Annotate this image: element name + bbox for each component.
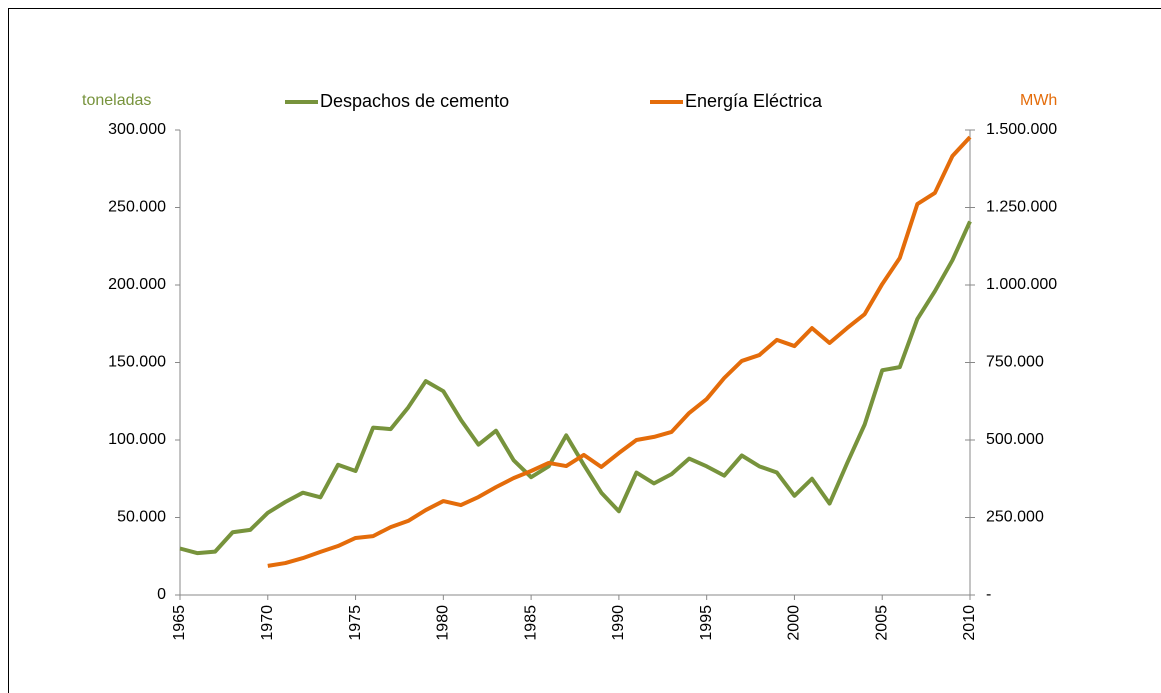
x-tick-label: 1965: [171, 605, 188, 641]
y-tick-label: 300.000: [108, 121, 166, 138]
legend-label: Energía Eléctrica: [685, 91, 823, 111]
y-tick-label: 200.000: [108, 276, 166, 293]
x-tick-label: 2000: [786, 605, 803, 641]
y2-tick-label: 1.500.000: [986, 121, 1057, 138]
y2-tick-label: 500.000: [986, 431, 1044, 448]
y2-tick-label: -: [986, 586, 991, 603]
series-line: [179, 220, 972, 556]
x-tick-label: 1970: [259, 605, 276, 641]
y-axis-title: toneladas: [82, 92, 151, 109]
y2-tick-label: 1.250.000: [986, 199, 1057, 216]
x-tick-label: 1980: [435, 605, 452, 641]
series-line: [267, 135, 972, 568]
y-tick-label: 250.000: [108, 199, 166, 216]
y2-tick-label: 1.000.000: [986, 276, 1057, 293]
x-tick-label: 2005: [873, 605, 890, 641]
frame: [8, 8, 1161, 693]
x-tick-label: 2010: [961, 605, 978, 641]
y-tick-label: 50.000: [117, 509, 166, 526]
x-tick-label: 1995: [698, 605, 715, 641]
x-tick-label: 1985: [522, 605, 539, 641]
y-tick-label: 100.000: [108, 431, 166, 448]
x-tick-label: 1990: [610, 605, 627, 641]
y2-tick-label: 250.000: [986, 509, 1044, 526]
y-tick-label: 150.000: [108, 354, 166, 371]
y2-axis-title: MWh: [1020, 92, 1057, 109]
x-tick-label: 1975: [347, 605, 364, 641]
y2-tick-label: 750.000: [986, 354, 1044, 371]
legend-label: Despachos de cemento: [320, 91, 509, 111]
y-tick-label: 0: [157, 586, 166, 603]
